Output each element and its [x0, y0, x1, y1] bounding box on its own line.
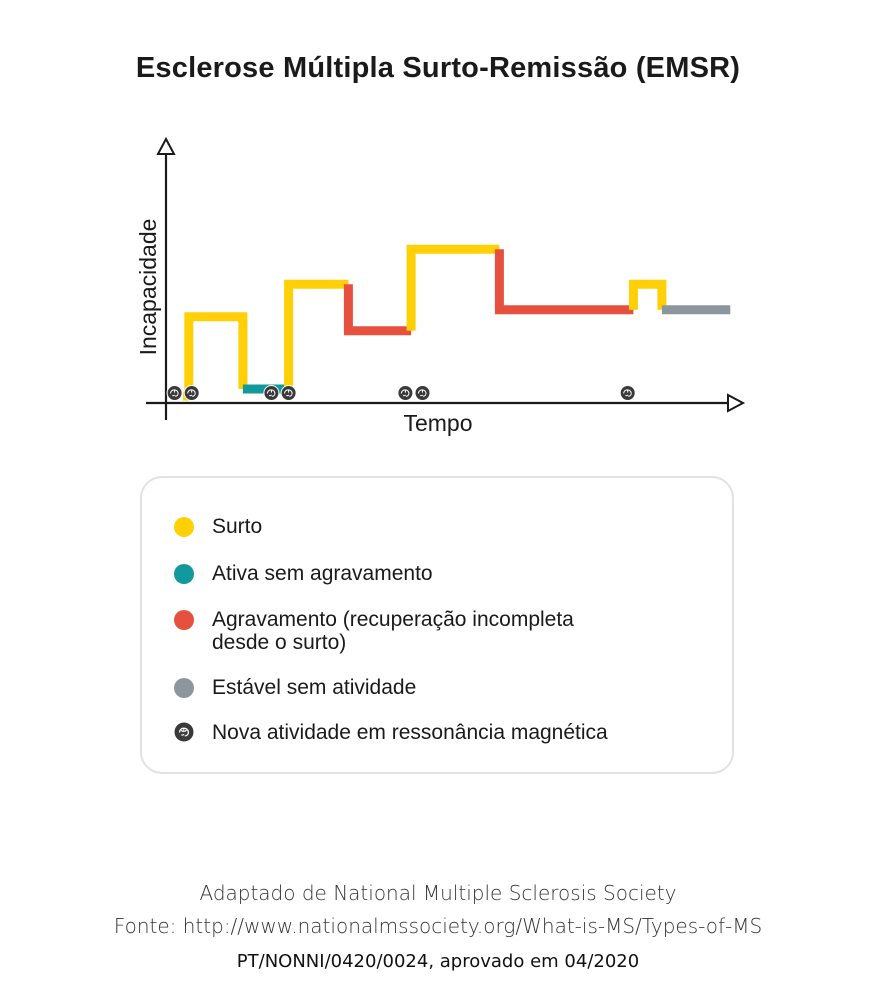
y-axis-label: Incapacidade: [135, 219, 161, 356]
legend-label: Estável sem atividade: [212, 676, 417, 699]
x-axis-arrow: [727, 393, 746, 413]
legend-item-surto: Surto: [174, 515, 712, 538]
mri-marker-brain: [400, 389, 410, 397]
legend-swatch-surto: [174, 517, 194, 537]
mri-marker-brain: [418, 389, 427, 397]
mri-marker-circle: [619, 385, 636, 401]
mri-marker-brain: [266, 389, 276, 397]
legend-label: Nova atividade em ressonância magnética: [212, 721, 608, 744]
segment-surto-2: [284, 279, 349, 389]
step-chart: Tempo Incapacidade: [135, 136, 746, 436]
mri-marker-circle: [280, 385, 297, 401]
mri-marker-circle: [397, 385, 414, 401]
legend-label: Surto: [212, 515, 263, 538]
footer-source: Fonte: http://www.nationalmssociety.org/…: [113, 914, 763, 938]
y-axis-arrow: [156, 136, 176, 155]
legend-swatch-ativa: [174, 564, 194, 584]
legend: Surto Ativa sem agravamento Agravamento …: [140, 476, 734, 774]
mri-activity-marker: [280, 385, 297, 401]
mri-markers: [166, 385, 636, 401]
mri-marker-brain: [170, 389, 179, 397]
legend-item-estavel: Estável sem atividade: [174, 676, 712, 699]
legend-label: Ativa sem agravamento: [212, 562, 433, 585]
segment-agravamento-5: [494, 249, 634, 315]
mri-marker-brain: [623, 389, 632, 397]
legend-label: Agravamento (recuperação incompleta desd…: [212, 608, 574, 654]
series-segments: [183, 244, 731, 401]
brain-icon: [174, 722, 194, 742]
footer-attribution: Adaptado de National Multiple Sclerosis …: [199, 881, 677, 905]
footer-approval-code: PT/NONNI/0420/0024, aprovado em 04/2020: [236, 951, 640, 972]
segment-surto-0: [183, 312, 248, 401]
legend-item-agravamento: Agravamento (recuperação incompleta desd…: [174, 608, 712, 654]
mri-marker-circle: [414, 385, 431, 401]
legend-item-mri: Nova atividade em ressonância magnética: [174, 721, 712, 744]
mri-marker-circle: [263, 385, 280, 401]
segment-surto-4: [406, 244, 500, 331]
mri-activity-marker: [263, 385, 280, 401]
axes: [146, 136, 746, 420]
segment-surto-6: [628, 279, 667, 310]
legend-swatch-agravamento: [174, 610, 194, 630]
mri-activity-marker: [166, 385, 183, 401]
mri-activity-marker: [619, 385, 636, 401]
mri-activity-marker: [397, 385, 414, 401]
x-axis-label: Tempo: [403, 410, 472, 436]
mri-marker-brain: [284, 389, 293, 397]
mri-activity-marker: [183, 385, 200, 401]
mri-marker-circle: [183, 385, 200, 401]
mri-marker-brain: [187, 389, 196, 397]
chart-title: Esclerose Múltipla Surto-Remissão (EMSR): [135, 52, 741, 84]
mri-activity-marker: [414, 385, 431, 401]
legend-item-ativa: Ativa sem agravamento: [174, 562, 712, 585]
legend-swatch-estavel: [174, 678, 194, 698]
mri-marker-circle: [166, 385, 183, 401]
segment-agravamento-3: [343, 284, 412, 336]
